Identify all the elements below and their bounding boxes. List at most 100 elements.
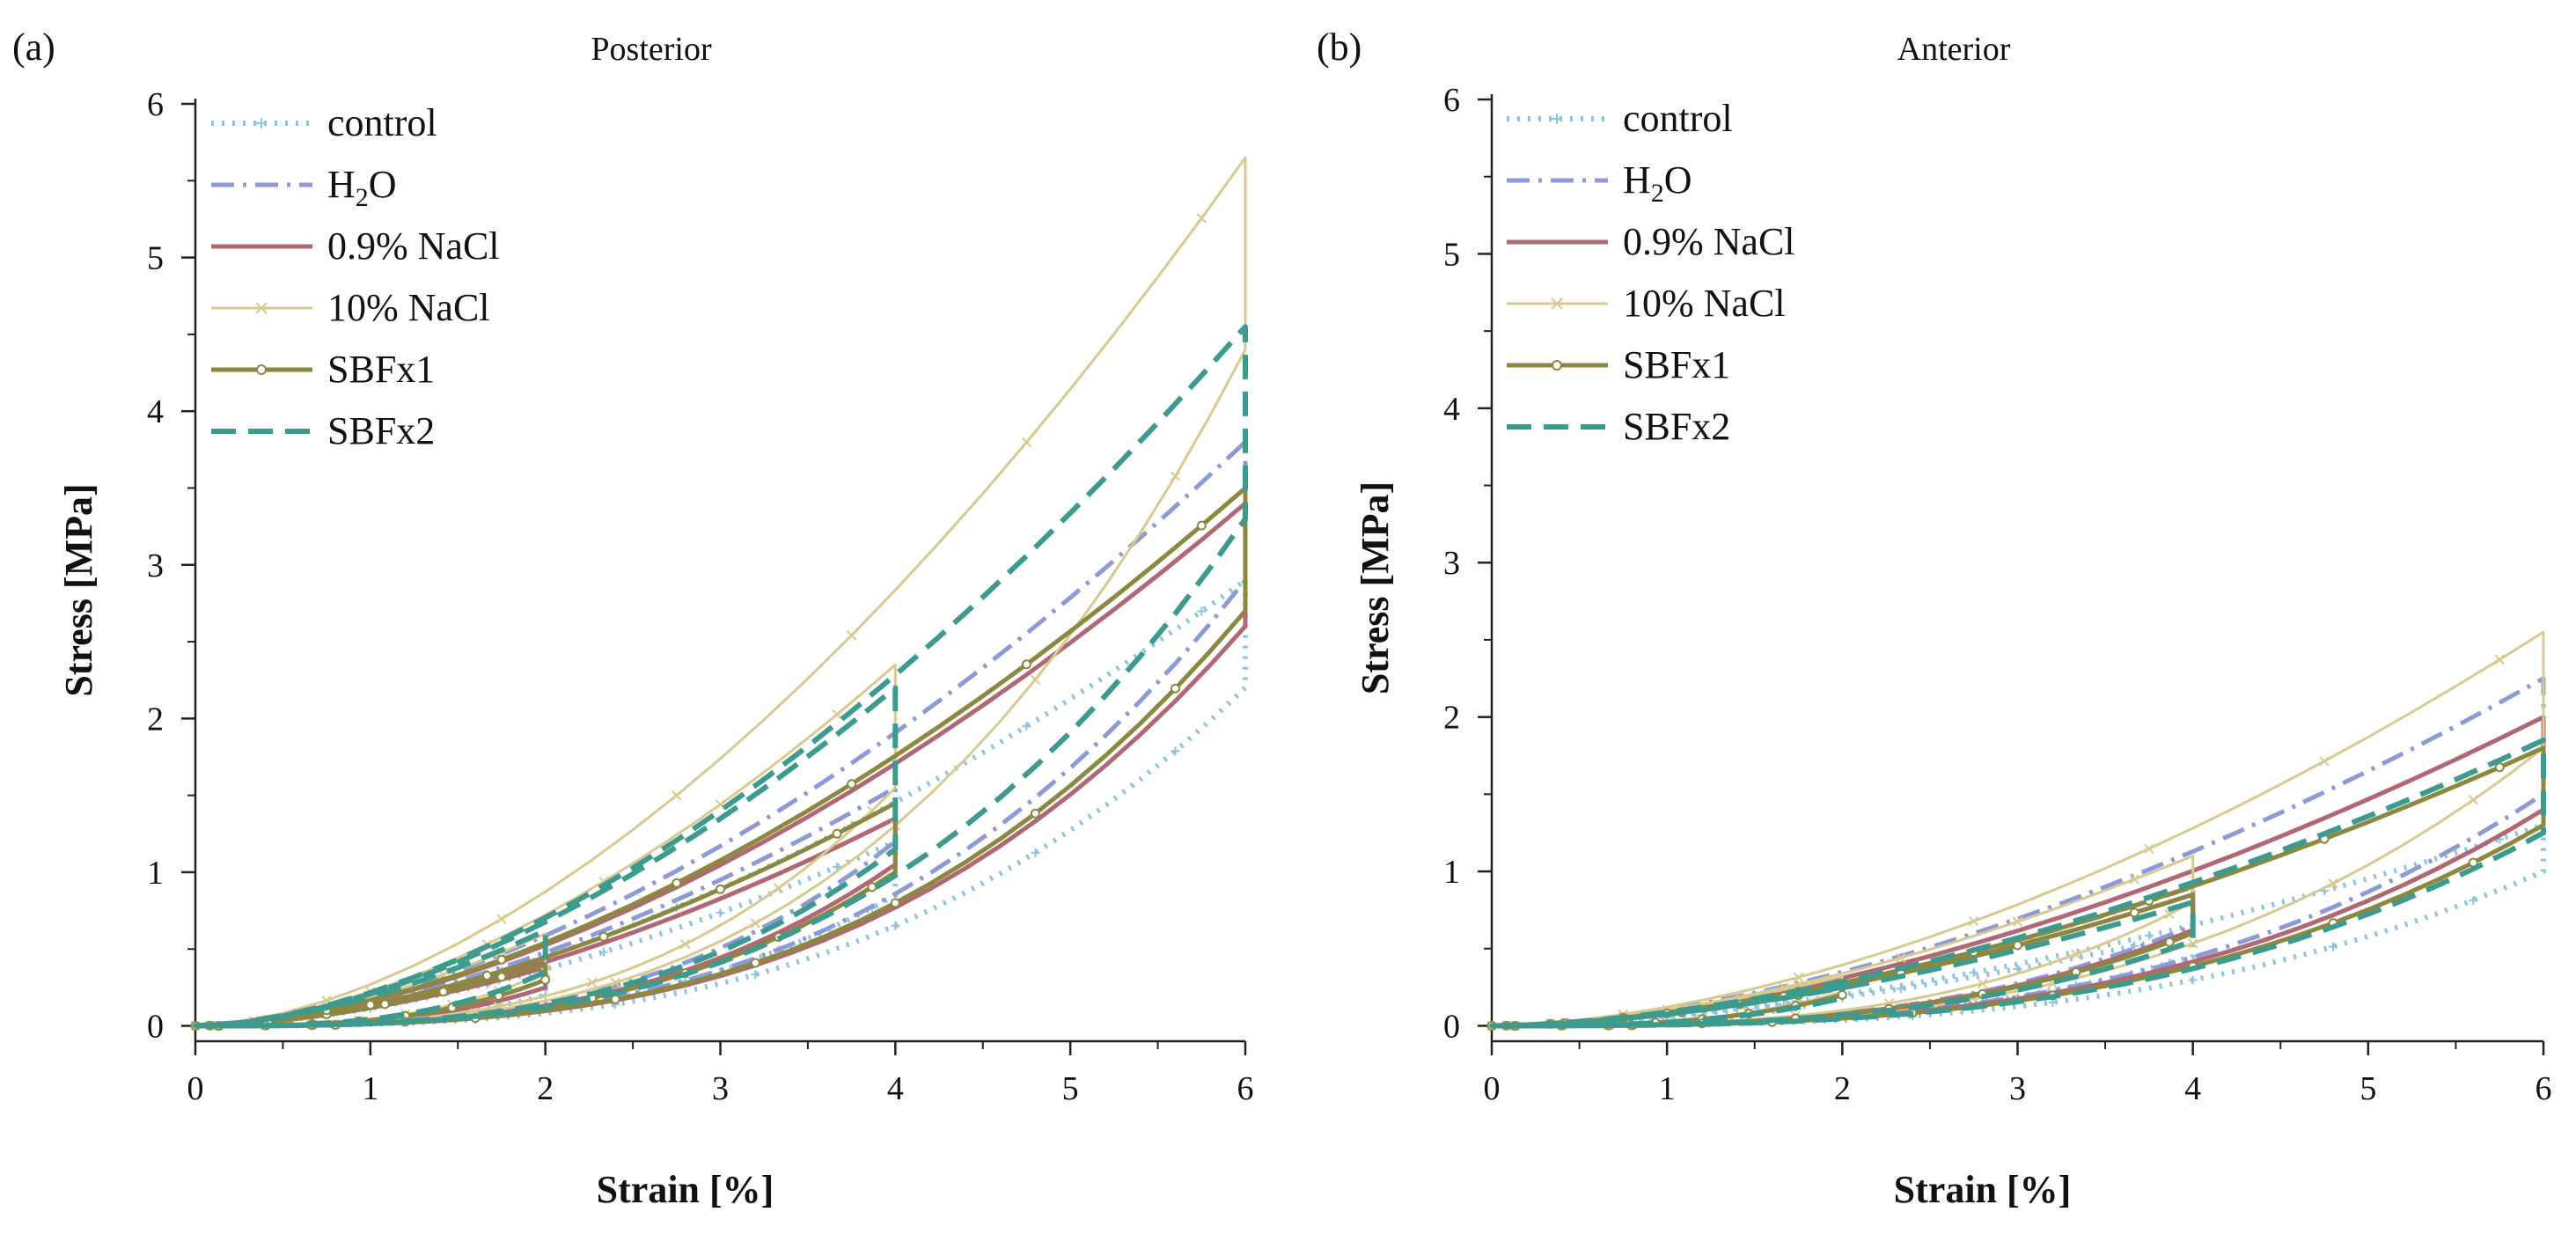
x-tick-label: 6 (1237, 1070, 1254, 1107)
series-line-control (193, 577, 1248, 1029)
series-line-control (1489, 822, 2546, 1029)
data-point (1196, 213, 1207, 224)
data-point (2129, 874, 2139, 885)
data-point (832, 709, 842, 720)
data-point (496, 972, 507, 982)
y-tick-label: 5 (147, 240, 164, 277)
series-line-sbfx2 (193, 324, 1248, 1029)
data-point (598, 931, 609, 942)
legend-label-control: control (327, 101, 437, 144)
x-tick-label: 1 (1659, 1070, 1676, 1107)
data-point (1031, 848, 1040, 857)
y-tick-label: 2 (147, 701, 164, 738)
panel-letter: (a) (12, 26, 55, 69)
data-point (750, 958, 760, 968)
y-tick-label: 6 (147, 86, 164, 123)
legend-label-sbfx1: SBFx1 (1623, 343, 1730, 386)
data-point (2494, 654, 2505, 665)
data-point (1030, 808, 1040, 819)
legend-label-control: control (1623, 97, 1733, 140)
data-point (672, 790, 682, 801)
data-point (379, 999, 390, 1010)
data-point (438, 987, 449, 997)
legend: control H2O 0.9% NaCl 10% NaCl SBFx1 SBFx2 (211, 101, 500, 452)
data-point (2013, 940, 2022, 951)
legend-marker (255, 302, 268, 314)
data-point (750, 918, 760, 929)
series-line-nacl09 (193, 501, 1248, 1028)
x-tick-label: 2 (1834, 1070, 1851, 1107)
data-point (2130, 941, 2139, 951)
data-point (2144, 843, 2154, 854)
x-tick-label: 3 (2009, 1070, 2026, 1107)
x-tick-label: 0 (1484, 1070, 1501, 1107)
y-tick-label: 2 (1443, 700, 1460, 737)
y-tick-label: 0 (1443, 1008, 1460, 1045)
data-point (2494, 762, 2505, 773)
legend-label-sbfx2: SBFx2 (327, 409, 435, 452)
data-point (2164, 908, 2175, 920)
data-point (586, 977, 598, 988)
data-point (846, 630, 857, 641)
y-axis-label: Stress [MPa] (1354, 481, 1397, 694)
data-point (1021, 437, 1032, 448)
chart-posterior: (a) Posterior 0 1 2 3 4 5 6 0 1 2 3 4 5 6 Strain [%] Stre… (12, 26, 1254, 1211)
data-point (2013, 964, 2022, 973)
legend-marker (256, 364, 267, 375)
data-point (2188, 975, 2198, 985)
x-tick-label: 4 (887, 1070, 904, 1107)
y-tick-label: 0 (147, 1009, 164, 1046)
data-point (716, 908, 725, 918)
legend-label-nacl10: 10% NaCl (327, 286, 490, 329)
chart-title: Posterior (591, 31, 712, 68)
series-nacl10 (1486, 630, 2545, 1032)
data-point (610, 977, 620, 988)
data-point (2469, 895, 2478, 905)
panel-letter: (b) (1317, 26, 1361, 69)
data-point (1197, 606, 1207, 616)
series-h2o (193, 439, 1248, 1028)
x-axis-label: Strain [%] (1894, 1168, 2072, 1211)
data-point (365, 1000, 376, 1010)
data-point (2328, 878, 2338, 889)
series-line-sbfx2 (1489, 738, 2546, 1029)
legend-marker (1552, 114, 1562, 124)
y-tick-label: 4 (147, 393, 164, 430)
data-point (1837, 989, 1847, 1000)
series-line-sbfx1 (193, 486, 1248, 1028)
data-point (867, 882, 877, 892)
legend-label-h2o: H2O (327, 163, 397, 212)
chart-title: Anterior (1897, 31, 2011, 68)
data-point (1030, 674, 1041, 685)
legend-label-nacl10: 10% NaCl (1623, 282, 1786, 325)
data-point (1969, 967, 1978, 977)
series-nacl09 (193, 501, 1248, 1028)
x-tick-label: 6 (2536, 1070, 2552, 1107)
data-point (540, 974, 551, 985)
data-point (1196, 520, 1207, 531)
data-point (751, 970, 760, 980)
series-sbfx2 (193, 324, 1248, 1029)
data-point (598, 947, 608, 957)
data-point (2164, 937, 2175, 947)
legend-label-nacl09: 0.9% NaCl (1623, 220, 1795, 263)
data-point (672, 878, 682, 888)
series-line-h2o (193, 439, 1248, 1028)
x-axis-label: Strain [%] (597, 1168, 774, 1211)
legend-marker (256, 118, 267, 129)
data-point (1969, 916, 1979, 927)
data-point (481, 970, 492, 981)
y-tick-label: 3 (1443, 545, 1460, 582)
data-point (891, 921, 900, 930)
legend-label-sbfx2: SBFx2 (1623, 405, 1730, 448)
x-tick-label: 2 (537, 1070, 554, 1107)
data-point (774, 883, 784, 893)
y-tick-label: 4 (1443, 391, 1460, 428)
legend-marker (1551, 297, 1563, 310)
legend-label-nacl09: 0.9% NaCl (327, 224, 500, 268)
y-tick-label: 1 (1443, 854, 1460, 891)
data-point (680, 939, 691, 950)
data-point (832, 828, 842, 839)
y-tick-label: 5 (1443, 236, 1460, 273)
